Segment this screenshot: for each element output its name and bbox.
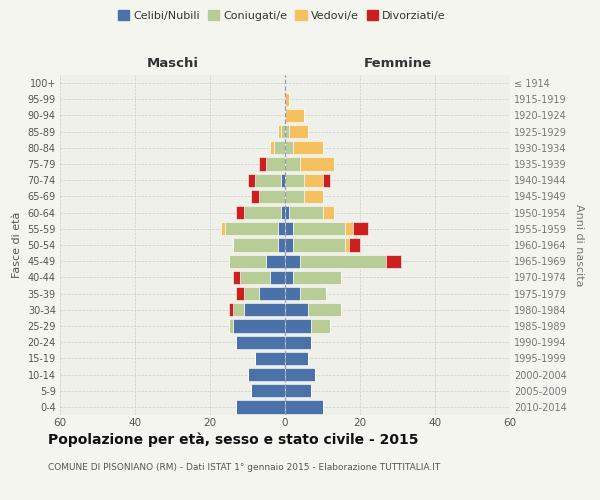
- Bar: [277, 222, 285, 235]
- Bar: [236, 336, 285, 349]
- Bar: [285, 109, 304, 122]
- Bar: [285, 174, 304, 187]
- Bar: [293, 238, 345, 252]
- Bar: [323, 174, 330, 187]
- Bar: [289, 206, 323, 220]
- Bar: [285, 368, 315, 381]
- Bar: [285, 320, 311, 332]
- Bar: [229, 254, 266, 268]
- Bar: [300, 287, 326, 300]
- Bar: [293, 270, 341, 284]
- Bar: [233, 303, 244, 316]
- Bar: [285, 238, 293, 252]
- Bar: [289, 125, 308, 138]
- Bar: [300, 254, 386, 268]
- Bar: [229, 303, 233, 316]
- Bar: [345, 222, 353, 235]
- Bar: [281, 174, 285, 187]
- Bar: [304, 174, 323, 187]
- Bar: [285, 303, 308, 316]
- Bar: [386, 254, 401, 268]
- Bar: [285, 222, 293, 235]
- Bar: [255, 174, 281, 187]
- Text: Femmine: Femmine: [364, 57, 431, 70]
- Bar: [233, 270, 240, 284]
- Bar: [233, 238, 277, 252]
- Bar: [285, 141, 293, 154]
- Bar: [323, 206, 334, 220]
- Text: COMUNE DI PISONIANO (RM) - Dati ISTAT 1° gennaio 2015 - Elaborazione TUTTITALIA.: COMUNE DI PISONIANO (RM) - Dati ISTAT 1°…: [48, 462, 440, 471]
- Bar: [274, 141, 285, 154]
- Bar: [266, 254, 285, 268]
- Bar: [251, 384, 285, 398]
- Bar: [293, 141, 323, 154]
- Bar: [285, 206, 289, 220]
- Bar: [259, 158, 266, 170]
- Bar: [285, 384, 311, 398]
- Bar: [281, 206, 285, 220]
- Bar: [270, 270, 285, 284]
- Bar: [255, 352, 285, 365]
- Bar: [233, 320, 285, 332]
- Bar: [236, 400, 285, 413]
- Bar: [221, 222, 225, 235]
- Bar: [248, 368, 285, 381]
- Bar: [240, 270, 270, 284]
- Text: Popolazione per età, sesso e stato civile - 2015: Popolazione per età, sesso e stato civil…: [48, 432, 419, 447]
- Bar: [285, 158, 300, 170]
- Y-axis label: Fasce di età: Fasce di età: [12, 212, 22, 278]
- Bar: [285, 352, 308, 365]
- Legend: Celibi/Nubili, Coniugati/e, Vedovi/e, Divorziati/e: Celibi/Nubili, Coniugati/e, Vedovi/e, Di…: [116, 8, 448, 23]
- Bar: [345, 238, 349, 252]
- Bar: [308, 303, 341, 316]
- Bar: [285, 92, 289, 106]
- Bar: [236, 206, 244, 220]
- Bar: [248, 174, 255, 187]
- Bar: [285, 336, 311, 349]
- Bar: [285, 125, 289, 138]
- Bar: [277, 238, 285, 252]
- Bar: [281, 125, 285, 138]
- Bar: [229, 320, 233, 332]
- Bar: [304, 190, 323, 203]
- Bar: [300, 158, 334, 170]
- Bar: [285, 287, 300, 300]
- Bar: [285, 190, 304, 203]
- Bar: [244, 303, 285, 316]
- Bar: [244, 206, 281, 220]
- Bar: [353, 222, 367, 235]
- Bar: [225, 222, 277, 235]
- Bar: [251, 190, 259, 203]
- Bar: [285, 400, 323, 413]
- Bar: [266, 158, 285, 170]
- Bar: [285, 254, 300, 268]
- Bar: [285, 270, 293, 284]
- Bar: [349, 238, 360, 252]
- Bar: [293, 222, 345, 235]
- Y-axis label: Anni di nascita: Anni di nascita: [574, 204, 584, 286]
- Bar: [244, 287, 259, 300]
- Text: Maschi: Maschi: [146, 57, 199, 70]
- Bar: [270, 141, 274, 154]
- Bar: [259, 287, 285, 300]
- Bar: [259, 190, 285, 203]
- Bar: [277, 125, 281, 138]
- Bar: [311, 320, 330, 332]
- Bar: [236, 287, 244, 300]
